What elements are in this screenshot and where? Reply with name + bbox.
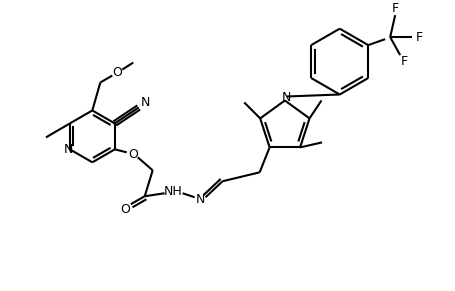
Text: NH: NH — [163, 185, 182, 198]
Text: O: O — [112, 66, 122, 79]
Text: N: N — [64, 143, 74, 156]
Text: N: N — [282, 91, 292, 104]
Text: F: F — [392, 2, 399, 15]
Text: N: N — [141, 96, 151, 109]
Text: F: F — [415, 31, 423, 44]
Text: O: O — [128, 148, 138, 161]
Text: N: N — [196, 193, 205, 206]
Text: O: O — [120, 203, 130, 216]
Text: F: F — [400, 55, 408, 68]
